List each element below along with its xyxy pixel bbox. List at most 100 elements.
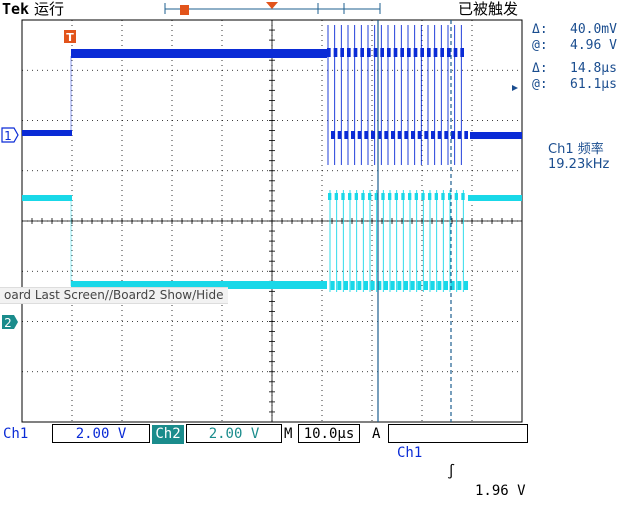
ch2-pulse-top <box>408 193 412 200</box>
ch1-pulse-bottom <box>451 131 455 139</box>
ch2-scale[interactable]: 2.00 V <box>186 424 282 443</box>
delta-t-symbol: Δ: <box>532 61 548 76</box>
ch1-pulse-bottom <box>417 131 422 139</box>
ch2-label[interactable]: Ch2 <box>152 425 184 444</box>
scope-display: T 1 2 <box>1 2 523 423</box>
ch2-pulse-bottom <box>417 281 422 290</box>
ch1-pulse-bottom <box>437 131 442 139</box>
ch1-pulse-bottom <box>431 131 435 139</box>
ch2-pulse-bottom <box>464 281 468 290</box>
ch2-pulse-top <box>361 193 365 200</box>
ch2-pulse-bottom <box>364 281 368 290</box>
ch2-pulse-top <box>434 193 438 200</box>
ch2-pulse-top <box>448 193 452 200</box>
frequency-value: 19.23kHz <box>548 157 610 172</box>
ch2-pulse-bottom <box>404 281 408 290</box>
ch1-pulse-top <box>347 48 351 57</box>
ch2-pulse-top <box>374 193 378 200</box>
graticule <box>21 19 523 423</box>
ch2-pulse-bottom <box>357 281 362 290</box>
timebase-value[interactable]: 10.0µs <box>298 424 360 443</box>
ch1-ground-marker[interactable]: 1 <box>1 127 19 143</box>
ch2-pulse-top <box>388 193 392 200</box>
ch1-pulse-bottom <box>464 131 468 139</box>
ch2-pulse-top <box>368 193 372 200</box>
ch2-marker-label: 2 <box>4 316 12 330</box>
ch2-pulse-bottom <box>430 281 435 290</box>
ch2-pulse-bottom <box>457 281 462 290</box>
ch1-pulse-top <box>447 48 451 57</box>
record-position-indicator <box>164 3 381 15</box>
trigger-level-arrow[interactable] <box>512 85 518 91</box>
ch1-label[interactable]: Ch1 <box>0 425 55 444</box>
ch1-pulse-bottom <box>364 131 368 139</box>
ch1-trace-post <box>470 132 522 139</box>
ch1-pulse-top <box>420 48 424 57</box>
ch1-pulse-bottom <box>357 131 362 139</box>
ch2-pulse-top <box>441 193 445 200</box>
trigger-level: 1.96 V <box>475 483 526 499</box>
ch1-pulse-bottom <box>371 131 375 139</box>
ch1-pulse-top <box>453 48 458 57</box>
ch1-pulse-bottom <box>384 131 388 139</box>
ch2-pulse-top <box>381 193 385 200</box>
ch1-pulse-top <box>440 48 444 57</box>
menu-overlay[interactable]: oard Last Screen//Board2 Show/Hide <box>0 287 228 304</box>
ch1-pulse-bottom <box>377 131 382 139</box>
ch1-marker-label: 1 <box>4 129 12 143</box>
ch1-pulse-top <box>353 48 358 57</box>
ch2-pulse-top <box>421 193 425 200</box>
ch2-pulse-top <box>428 193 432 200</box>
waveforms <box>22 25 522 292</box>
ch2-pulse-top <box>354 193 358 200</box>
ch2-pulse-bottom <box>344 281 348 290</box>
ch2-pulse-top <box>334 193 338 200</box>
ch1-pulse-bottom <box>404 131 408 139</box>
ch2-pulse-bottom <box>384 281 388 290</box>
trigger-marker[interactable]: T <box>64 30 76 44</box>
status-bar: Ch1 2.00 V Ch2 2.00 V M 10.0µs A Ch1 ∫ 1… <box>0 424 641 499</box>
trigger-slope-icon: ∫ <box>447 464 456 480</box>
ch1-pulse-top <box>340 48 344 57</box>
at-v-symbol: @: <box>532 38 548 53</box>
ch2-pulse-bottom <box>337 281 342 290</box>
trigger-state: 已被触发 <box>458 0 519 18</box>
ch1-pulse-top <box>393 48 398 57</box>
trigger-source: Ch1 <box>397 445 423 461</box>
ch2-pulse-bottom <box>437 281 442 290</box>
ch2-trace-post <box>468 195 522 201</box>
ch2-pulse-bottom <box>370 281 375 290</box>
ch2-pulse-bottom <box>390 281 395 290</box>
ch1-pulse-top <box>400 48 404 57</box>
ch1-pulse-top <box>460 48 464 57</box>
timebase-label: M <box>284 426 293 442</box>
ch2-pulse-top <box>461 193 465 200</box>
ch2-trace-low <box>71 281 327 289</box>
ch2-pulse-bottom <box>397 281 402 290</box>
ch1-pulse-bottom <box>411 131 415 139</box>
ch2-pulse-bottom <box>424 281 428 290</box>
delta-v-value: 40.0mV <box>570 22 617 37</box>
ch2-pulse-top <box>394 193 398 200</box>
ch2-pulse-bottom <box>444 281 448 290</box>
ch1-pulse-top <box>387 48 391 57</box>
ch2-pulse-bottom <box>377 281 382 290</box>
ch2-ground-marker[interactable]: 2 <box>2 315 18 330</box>
trigger-settings[interactable]: Ch1 ∫ 1.96 V <box>388 424 528 499</box>
ch1-pulse-bottom <box>444 131 448 139</box>
run-state: 运行 <box>34 0 65 18</box>
ch2-pulse-top <box>328 193 332 200</box>
ch1-pulse-top <box>413 48 418 57</box>
ch1-pulse-top <box>433 48 438 57</box>
ch2-pulse-top <box>341 193 345 200</box>
ch2-pulse-bottom <box>410 281 415 290</box>
ch1-pulse-top <box>333 48 338 57</box>
trigger-position-arrow[interactable] <box>266 2 278 9</box>
delta-t-value: 14.8µs <box>570 61 617 76</box>
ch1-scale[interactable]: 2.00 V <box>52 424 150 443</box>
ch1-pulse-bottom <box>344 131 348 139</box>
at-t-value: 61.1µs <box>570 77 617 92</box>
ch1-pulse-top <box>407 48 411 57</box>
frequency-label: Ch1 频率 <box>548 142 604 157</box>
ch1-pulse-top <box>427 48 431 57</box>
